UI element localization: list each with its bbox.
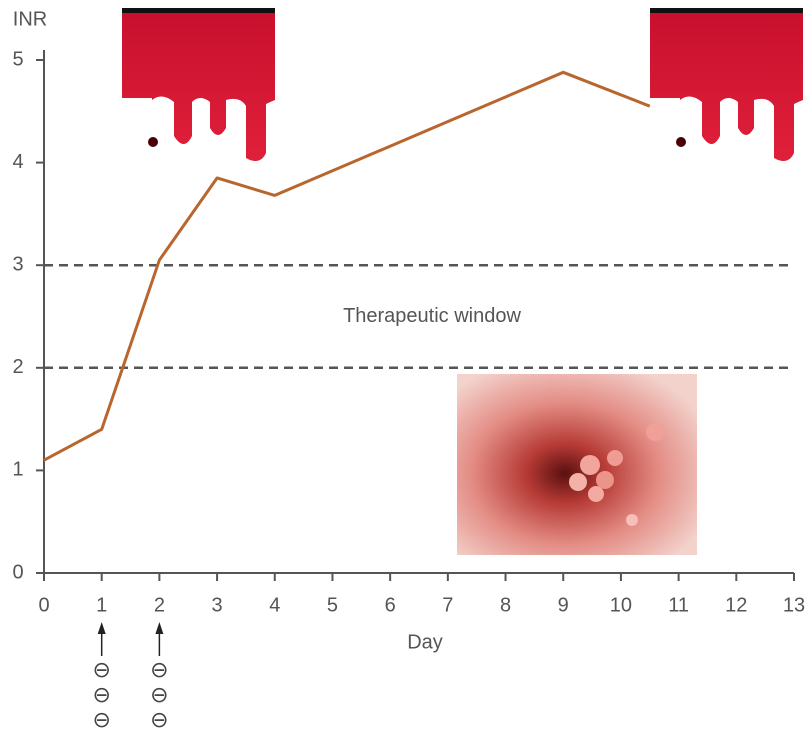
x-tick-label: 12	[725, 594, 747, 616]
x-tick-label: 11	[668, 594, 689, 616]
dose-arrowhead	[97, 622, 106, 634]
dose-symbol: ⊖	[92, 707, 110, 732]
x-tick-label: 0	[38, 594, 49, 616]
x-tick-label: 2	[154, 594, 165, 616]
dose-symbol: ⊖	[150, 707, 168, 732]
y-tick-label: 2	[12, 356, 23, 378]
dose-symbol: ⊖	[150, 657, 168, 682]
y-tick-label: 3	[12, 253, 23, 275]
x-tick-label: 8	[500, 594, 511, 616]
dose-symbol: ⊖	[92, 682, 110, 707]
x-tick-label: 9	[558, 594, 569, 616]
y-axis-label: INR	[13, 8, 47, 30]
x-tick-label: 6	[385, 594, 396, 616]
x-tick-label: 3	[212, 594, 223, 616]
blood-icon	[650, 8, 803, 162]
y-tick-label: 0	[12, 561, 23, 583]
x-tick-label: 1	[96, 594, 107, 616]
x-axis-label: Day	[407, 631, 443, 653]
inr-line	[43, 70, 651, 462]
blood-icon	[122, 8, 275, 162]
vessel-image	[457, 374, 697, 555]
x-tick-label: 7	[442, 594, 453, 616]
window-label: Therapeutic window	[343, 305, 521, 327]
dose-symbol: ⊖	[150, 682, 168, 707]
x-tick-label: 5	[327, 594, 338, 616]
x-tick-label: 13	[783, 594, 805, 616]
x-tick-label: 4	[269, 594, 280, 616]
x-tick-label: 10	[610, 594, 632, 616]
dose-arrowhead	[155, 622, 164, 634]
dose-symbol: ⊖	[92, 657, 110, 682]
y-tick-label: 4	[12, 151, 23, 173]
y-tick-label: 1	[12, 459, 23, 481]
y-tick-label: 5	[12, 48, 23, 70]
